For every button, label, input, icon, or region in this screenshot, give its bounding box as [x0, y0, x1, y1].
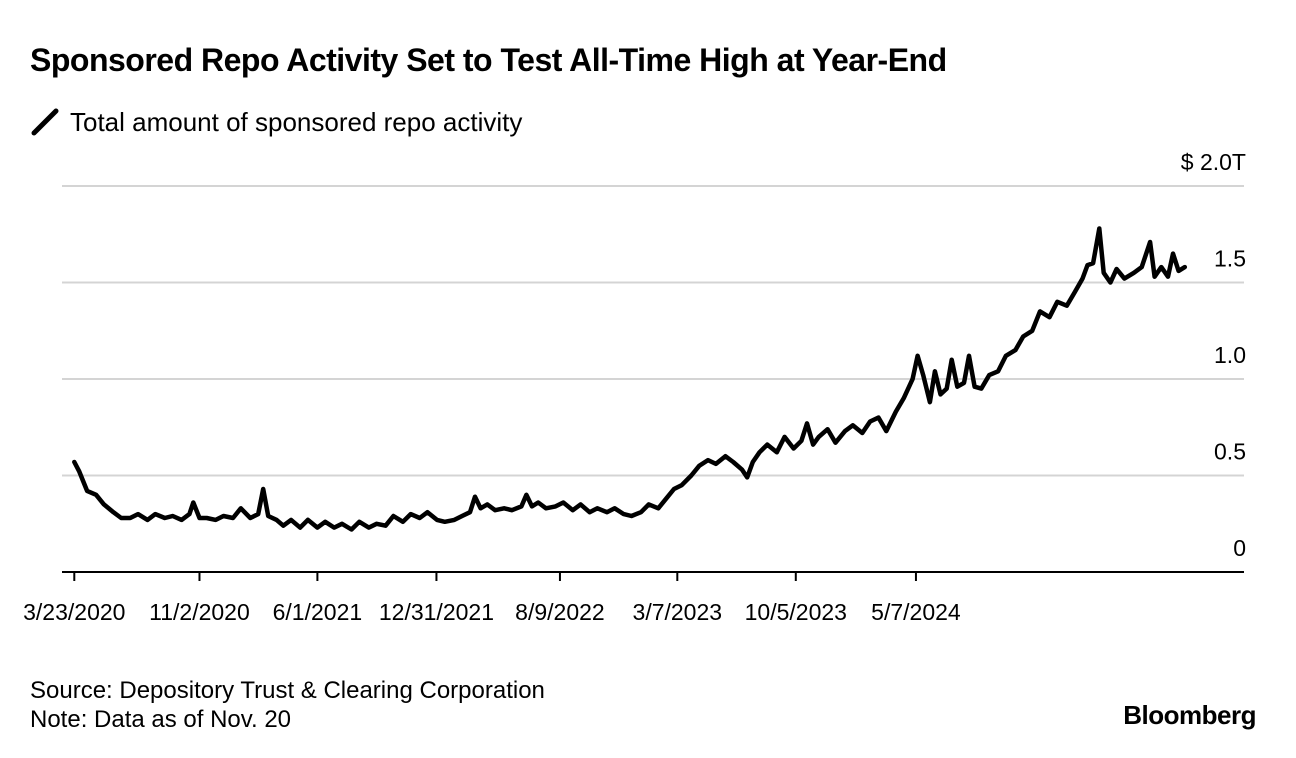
legend-label: Total amount of sponsored repo activity — [70, 106, 523, 137]
x-tick-label: 3/7/2023 — [633, 599, 723, 625]
y-tick-label: $ 2.0T — [1181, 149, 1246, 175]
series-lines — [72, 226, 1188, 532]
x-tick-label: 11/2/2020 — [149, 599, 250, 625]
legend: Total amount of sponsored repo activity — [30, 106, 522, 138]
gridlines — [62, 185, 1244, 477]
chart-title: Sponsored Repo Activity Set to Test All-… — [30, 42, 947, 78]
y-axis-tick-labels: 0 0.5 1.0 1.5 $ 2.0T — [1181, 149, 1246, 561]
x-tick-label: 12/31/2021 — [379, 599, 494, 625]
x-tick-label: 5/7/2024 — [871, 599, 961, 625]
bloomberg-logo: Bloomberg — [1123, 700, 1256, 730]
x-tick-label: 10/5/2023 — [745, 599, 847, 625]
x-tick-label: 8/9/2022 — [515, 599, 605, 625]
x-tick-label: 3/23/2020 — [23, 599, 125, 625]
x-tick-label: 6/1/2021 — [273, 599, 363, 625]
line-chart: 0 0.5 1.0 1.5 $ 2.0T 3/23/2020 11/2/2020 6/1/2… — [23, 149, 1246, 625]
source-note: Source: Depository Trust & Clearing Corp… — [30, 677, 545, 704]
legend-line-swatch-icon — [31, 108, 59, 136]
data-note: Note: Data as of Nov. 20 — [30, 706, 292, 733]
footer: Source: Depository Trust & Clearing Corp… — [30, 676, 545, 734]
y-tick-label: 1.5 — [1214, 246, 1246, 272]
y-tick-label: 0 — [1233, 535, 1246, 561]
y-tick-label: 0.5 — [1214, 439, 1246, 465]
x-axis: 3/23/2020 11/2/2020 6/1/2021 12/31/2021 8/9/… — [23, 571, 1244, 625]
y-tick-label: 1.0 — [1214, 342, 1246, 368]
series-line — [72, 226, 1188, 532]
